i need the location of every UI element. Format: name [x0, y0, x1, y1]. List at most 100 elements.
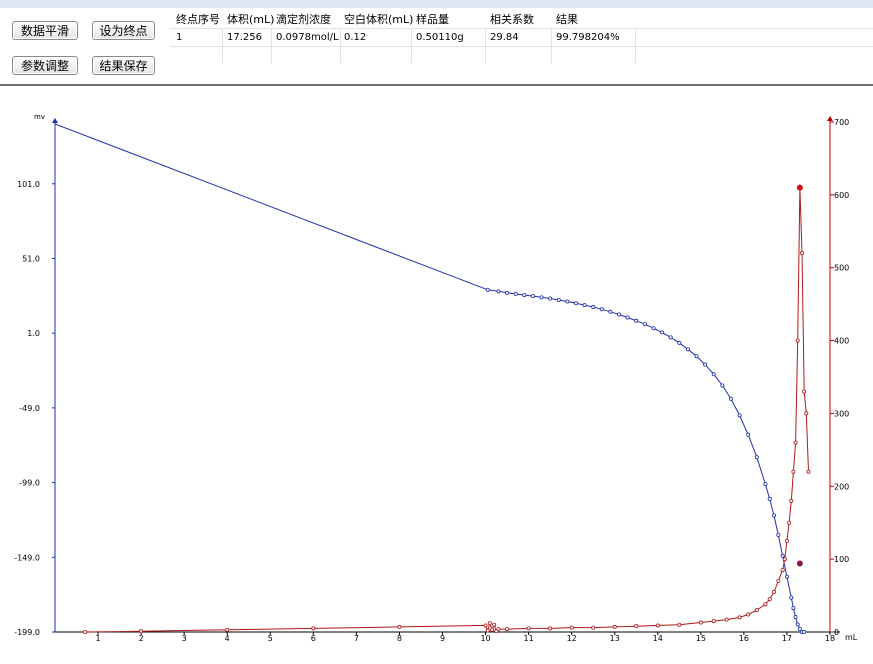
right-tick-label: 100 [834, 555, 849, 564]
derivative-point [490, 627, 495, 632]
derivative-point [784, 538, 789, 543]
derivative-point [789, 498, 794, 503]
potential-point [496, 289, 501, 294]
derivative-point [772, 589, 777, 594]
derivative-point [526, 626, 531, 631]
derivative-point [634, 624, 639, 629]
potential-point [668, 335, 673, 340]
derivative-point [492, 622, 497, 627]
table-row[interactable]: 1 17.256 0.0978mol/L 0.12 0.50110g 29.84… [170, 29, 873, 47]
potential-point [539, 295, 544, 300]
potential-point [625, 315, 630, 320]
left-tick-label: -49.0 [19, 404, 40, 413]
derivative-point [800, 251, 805, 256]
derivative-point [548, 626, 553, 631]
x-tick-label: 5 [268, 634, 273, 643]
header-titrant-conc: 滴定剂浓度 [276, 13, 331, 26]
x-tick-label: 17 [782, 634, 792, 643]
table-divider [635, 28, 636, 63]
table-divider [222, 28, 223, 63]
title-strip [0, 0, 873, 8]
control-panel: 数据平滑 设为终点 参数调整 结果保存 [0, 8, 873, 86]
right-axis-arrow [827, 116, 833, 121]
cell-titrant-conc: 0.0978mol/L [276, 32, 339, 43]
potential-point [573, 301, 578, 306]
derivative-point [767, 597, 772, 602]
x-axis-unit-label: mL [845, 633, 858, 642]
potential-point [720, 383, 725, 388]
potential-point [763, 482, 768, 487]
derivative-point [754, 608, 759, 613]
left-tick-label: -149.0 [14, 553, 40, 562]
endpoint-cross-marker [796, 560, 803, 567]
derivative-point [225, 627, 230, 632]
left-axis-arrow [52, 118, 58, 123]
potential-point [694, 354, 699, 359]
derivative-point [746, 612, 751, 617]
table-empty-row [170, 47, 873, 64]
left-tick-label: 51.0 [22, 254, 40, 263]
potential-point [677, 340, 682, 345]
derivative-point [569, 625, 574, 630]
x-tick-label: 18 [825, 634, 835, 643]
x-tick-label: 4 [225, 634, 230, 643]
right-tick-label: 600 [834, 191, 849, 200]
derivative-point [780, 568, 785, 573]
endpoint-marker [796, 184, 803, 191]
x-tick-label: 14 [653, 634, 663, 643]
y-axis-label: mv [34, 113, 45, 121]
left-tick-label: -99.0 [19, 479, 40, 488]
left-tick-label: 101.0 [17, 180, 40, 189]
x-tick-label: 13 [610, 634, 620, 643]
potential-point [795, 622, 800, 627]
x-tick-label: 12 [567, 634, 577, 643]
header-result: 结果 [556, 13, 578, 26]
potential-point [703, 362, 708, 367]
derivative-point [483, 623, 488, 628]
potential-point [802, 630, 807, 635]
derivative-point [802, 389, 807, 394]
potential-point [737, 413, 742, 418]
x-tick-label: 16 [739, 634, 749, 643]
potential-point [651, 326, 656, 331]
potential-point [642, 322, 647, 327]
derivative-point [485, 628, 490, 633]
x-tick-label: 6 [311, 634, 316, 643]
derivative-point [782, 557, 787, 562]
potential-point [711, 372, 716, 377]
right-tick-label: 400 [834, 337, 849, 346]
set-endpoint-button[interactable]: 设为终点 [92, 21, 155, 40]
header-sample-amount: 样品量 [416, 13, 449, 26]
derivative-point [791, 469, 796, 474]
derivative-point [698, 620, 703, 625]
header-endpoint-no: 终点序号 [176, 13, 220, 26]
table-divider [411, 28, 412, 63]
potential-point [767, 497, 772, 502]
derivative-point [711, 619, 716, 624]
potential-point [530, 294, 535, 299]
header-blank-volume: 空白体积(mL) [344, 13, 414, 26]
save-result-button[interactable]: 结果保存 [92, 56, 155, 75]
smooth-data-button[interactable]: 数据平滑 [12, 21, 78, 40]
derivative-point [677, 622, 682, 627]
x-tick-label: 9 [440, 634, 445, 643]
table-header-row: 终点序号 体积(mL) 滴定剂浓度 空白体积(mL) 样品量 相关系数 结果 [170, 11, 873, 29]
x-tick-label: 7 [354, 634, 359, 643]
potential-point [617, 312, 622, 317]
left-tick-label: 1.0 [27, 329, 40, 338]
potential-curve [54, 123, 805, 633]
potential-point [791, 606, 796, 611]
cell-sample-amount: 0.50110g [416, 32, 464, 43]
header-volume: 体积(mL) [227, 13, 275, 26]
cell-result: 99.798204% [556, 32, 620, 43]
potential-point [776, 532, 781, 537]
potential-point [485, 287, 490, 292]
potential-point [780, 553, 785, 558]
derivative-point [793, 440, 798, 445]
potential-point [634, 318, 639, 323]
titration-chart[interactable]: mvmL101.051.01.0-49.0-99.0-149.0-199.070… [0, 86, 873, 664]
right-tick-label: 500 [834, 264, 849, 273]
potential-point [797, 627, 802, 632]
adjust-params-button[interactable]: 参数调整 [12, 56, 78, 75]
derivative-point [806, 469, 811, 474]
